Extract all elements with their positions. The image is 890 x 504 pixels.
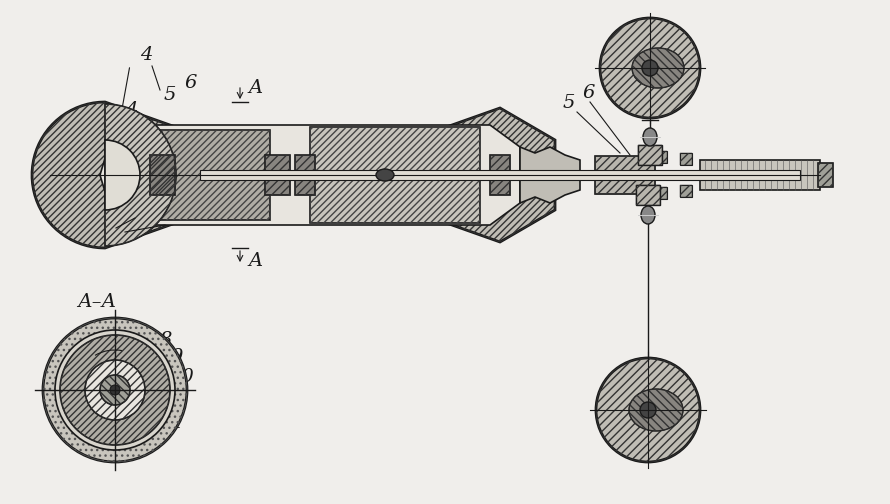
Polygon shape: [32, 102, 555, 248]
Bar: [700, 160, 820, 190]
Circle shape: [55, 330, 175, 450]
Text: 8: 8: [160, 331, 173, 349]
Text: 5: 5: [164, 86, 176, 104]
Text: 6: 6: [582, 84, 595, 102]
Text: A: A: [248, 252, 263, 270]
Text: A: A: [248, 79, 263, 97]
Ellipse shape: [629, 389, 683, 431]
Bar: [655, 151, 667, 163]
Wedge shape: [105, 140, 140, 210]
Circle shape: [85, 360, 145, 420]
Circle shape: [600, 18, 700, 118]
Text: 4: 4: [125, 101, 137, 119]
Bar: [818, 163, 833, 187]
Bar: [595, 156, 655, 194]
Ellipse shape: [376, 169, 394, 181]
Text: 12: 12: [43, 394, 68, 412]
Text: 7: 7: [105, 208, 117, 226]
Circle shape: [596, 358, 700, 462]
Bar: [638, 145, 662, 165]
Bar: [655, 151, 667, 163]
Polygon shape: [150, 155, 175, 195]
Text: А–А: А–А: [77, 293, 117, 311]
Bar: [595, 156, 655, 194]
Polygon shape: [200, 170, 800, 180]
Bar: [636, 185, 660, 205]
Wedge shape: [105, 104, 176, 246]
Polygon shape: [520, 147, 580, 203]
Circle shape: [60, 335, 170, 445]
Text: 5: 5: [563, 94, 575, 112]
Bar: [638, 145, 662, 165]
Polygon shape: [295, 155, 315, 195]
Polygon shape: [265, 155, 290, 195]
Bar: [680, 185, 692, 197]
Text: 7: 7: [110, 224, 123, 242]
Polygon shape: [120, 130, 270, 220]
Text: 10: 10: [170, 368, 195, 386]
Polygon shape: [100, 125, 520, 225]
Ellipse shape: [641, 206, 655, 224]
Bar: [655, 187, 667, 199]
Bar: [680, 153, 692, 165]
Ellipse shape: [643, 128, 657, 146]
Circle shape: [43, 318, 187, 462]
Text: 11: 11: [160, 414, 185, 432]
Bar: [636, 185, 660, 205]
Bar: [680, 185, 692, 197]
Text: 6: 6: [184, 74, 197, 92]
Text: 4: 4: [140, 46, 152, 64]
Text: 9: 9: [170, 348, 182, 366]
Circle shape: [100, 375, 130, 405]
Circle shape: [110, 385, 120, 395]
Polygon shape: [310, 127, 480, 223]
Ellipse shape: [632, 48, 684, 88]
Circle shape: [642, 60, 658, 76]
Bar: [680, 153, 692, 165]
Circle shape: [640, 402, 656, 418]
Bar: [655, 187, 667, 199]
Bar: [818, 163, 833, 187]
Polygon shape: [490, 155, 510, 195]
